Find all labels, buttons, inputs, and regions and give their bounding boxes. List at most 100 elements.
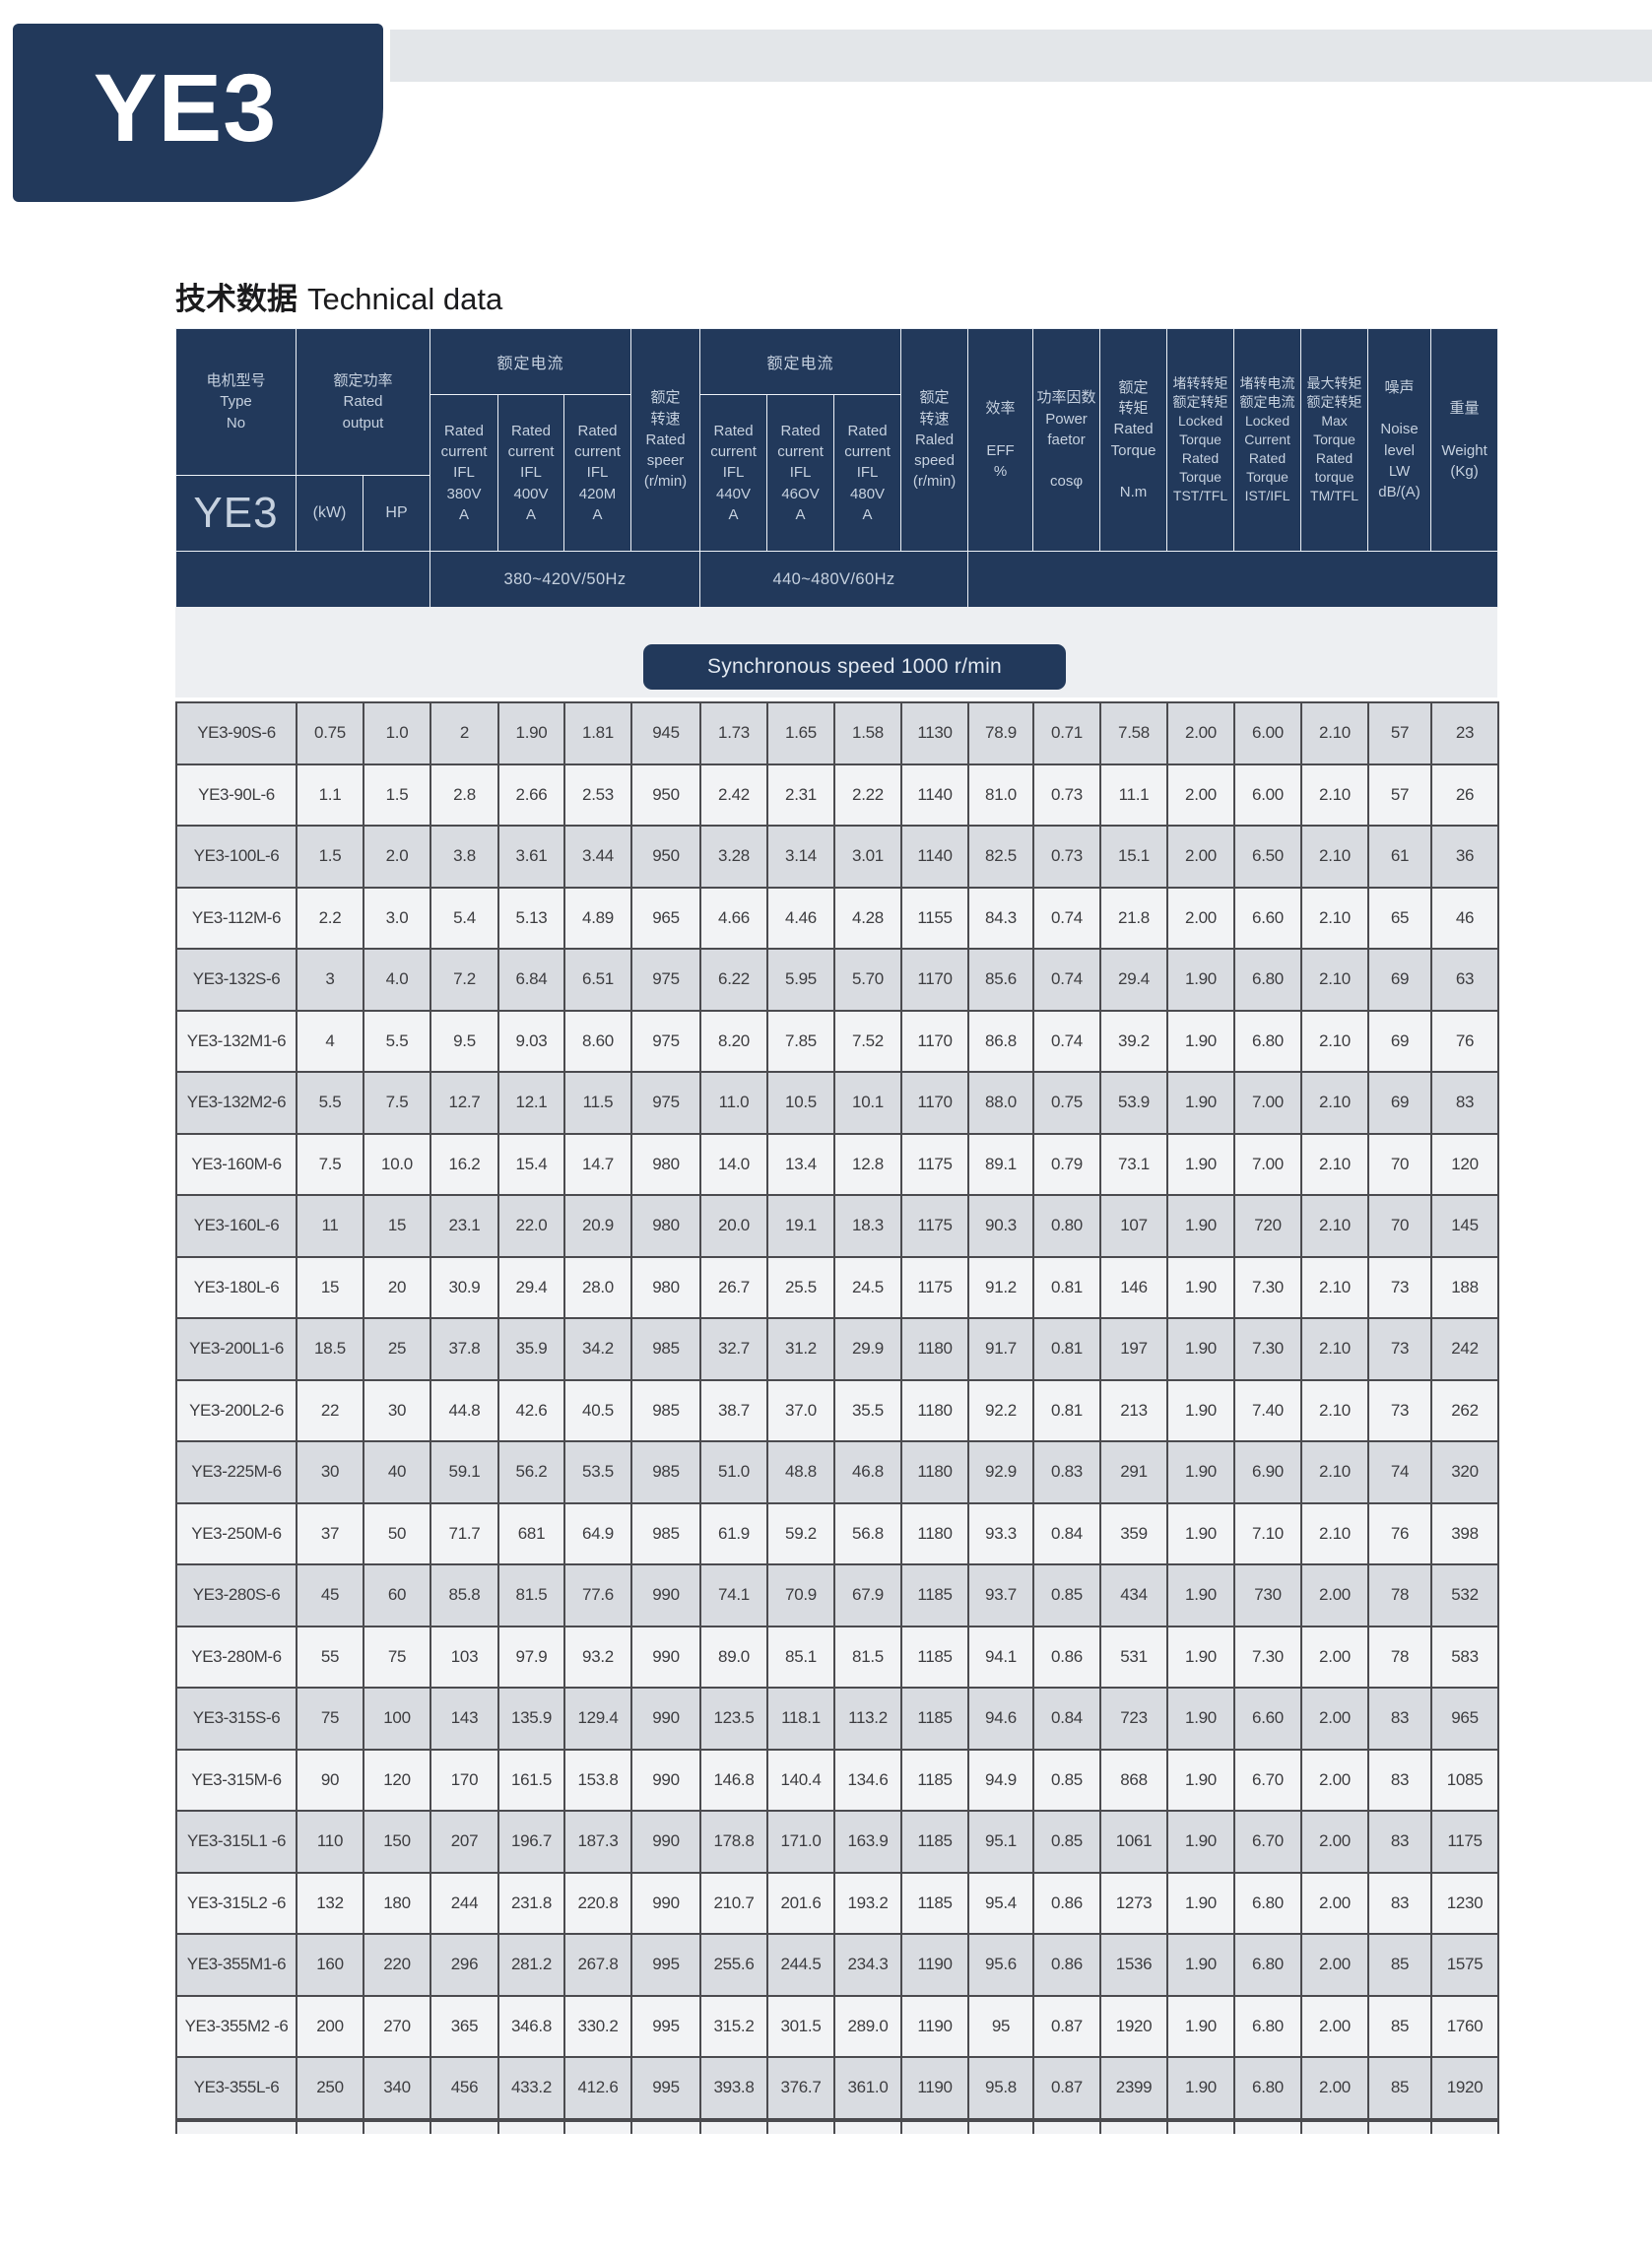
model-cell: YE3-112M-6 [175, 886, 297, 950]
value-cell: 4.46 [766, 886, 835, 950]
partial-cell [563, 2119, 632, 2134]
value-cell: 220 [363, 1933, 431, 1997]
value-cell: 30 [363, 1378, 431, 1442]
value-cell: 0.86 [1032, 1871, 1101, 1935]
value-cell: 0.83 [1032, 1440, 1101, 1504]
value-cell: 10.5 [766, 1071, 835, 1135]
table-row: YE3-160L-6 11 15 23.1 22.0 20.9 980 20.0 19.1 18.… [175, 1194, 1499, 1258]
value-cell: 6.80 [1233, 1871, 1302, 1935]
value-cell: 315.2 [699, 1994, 768, 2058]
value-cell: 990 [630, 1687, 701, 1751]
spec-table-header: 电机型号 Type No 额定功率 Rated output 额定电流 额定 转… [174, 328, 1499, 608]
value-cell: 44.8 [430, 1378, 499, 1442]
value-cell: 6.60 [1233, 1687, 1302, 1751]
value-cell: 0.86 [1032, 1625, 1101, 1689]
col-header-locked-torque-ratio: 堵转转矩 额定转矩 Locked Torque Rated Torque TST… [1166, 328, 1235, 552]
col-header-current-440v: Rated current IFL 440V A [699, 394, 768, 552]
value-cell: 1.90 [1166, 1748, 1235, 1812]
value-cell: 7.85 [766, 1009, 835, 1073]
table-row: YE3-112M-6 2.2 3.0 5.4 5.13 4.89 965 4.66 4.46 4.… [175, 886, 1499, 950]
value-cell: 1170 [900, 1071, 969, 1135]
value-cell: 980 [630, 1132, 701, 1196]
value-cell: 83 [1367, 1871, 1432, 1935]
value-cell: 90.3 [967, 1194, 1034, 1258]
spec-table-header-wrap: 电机型号 Type No 额定功率 Rated output 额定电流 额定 转… [174, 328, 1499, 608]
freq-row-empty-left [174, 551, 431, 608]
value-cell: 134.6 [833, 1748, 902, 1812]
value-cell: 75 [296, 1687, 364, 1751]
value-cell: 2399 [1099, 2056, 1168, 2120]
value-cell: 1.90 [1166, 1687, 1235, 1751]
table-row: YE3-225M-6 30 40 59.1 56.2 53.5 985 51.0 48.8 46.… [175, 1440, 1499, 1504]
value-cell: 81.0 [967, 763, 1034, 827]
value-cell: 1.90 [1166, 1440, 1235, 1504]
table-row: YE3-315L2 -6 132 180 244 231.8 220.8 990 210.7 2… [175, 1871, 1499, 1935]
value-cell: 19.1 [766, 1194, 835, 1258]
value-cell: 92.2 [967, 1378, 1034, 1442]
value-cell: 340 [363, 2056, 431, 2120]
value-cell: 201.6 [766, 1871, 835, 1935]
value-cell: 2.00 [1300, 1625, 1369, 1689]
table-row: YE3-200L2-6 22 30 44.8 42.6 40.5 985 38.7 37.0 35… [175, 1378, 1499, 1442]
value-cell: 83 [1367, 1810, 1432, 1874]
value-cell: 73 [1367, 1255, 1432, 1319]
table-row: YE3-355L-6 250 340 456 433.2 412.6 995 393.8 376… [175, 2056, 1499, 2120]
value-cell: 1.90 [1166, 1317, 1235, 1381]
value-cell: 160 [296, 1933, 364, 1997]
value-cell: 5.4 [430, 886, 499, 950]
value-cell: 234.3 [833, 1933, 902, 1997]
value-cell: 18.5 [296, 1317, 364, 1381]
value-cell: 76 [1367, 1501, 1432, 1565]
value-cell: 29.4 [497, 1255, 565, 1319]
value-cell: 6.00 [1233, 701, 1302, 765]
value-cell: 1170 [900, 1009, 969, 1073]
model-cell: YE3-280M-6 [175, 1625, 297, 1689]
value-cell: 320 [1430, 1440, 1499, 1504]
col-header-power-factor: 功率因数 Power faetor cosφ [1032, 328, 1101, 552]
value-cell: 255.6 [699, 1933, 768, 1997]
freq-row-empty-right [967, 551, 1499, 608]
value-cell: 1.90 [1166, 1625, 1235, 1689]
value-cell: 7.40 [1233, 1378, 1302, 1442]
value-cell: 73.1 [1099, 1132, 1168, 1196]
value-cell: 9.03 [497, 1009, 565, 1073]
value-cell: 20.9 [563, 1194, 632, 1258]
partial-cell [430, 2119, 499, 2134]
value-cell: 93.2 [563, 1625, 632, 1689]
value-cell: 95.1 [967, 1810, 1034, 1874]
table-row: YE3-315M-6 90 120 170 161.5 153.8 990 146.8 140.… [175, 1748, 1499, 1812]
value-cell: 4.89 [563, 886, 632, 950]
model-cell: YE3-132M2-6 [175, 1071, 297, 1135]
value-cell: 213 [1099, 1378, 1168, 1442]
value-cell: 5.70 [833, 948, 902, 1012]
value-cell: 4.0 [363, 948, 431, 1012]
value-cell: 398 [1430, 1501, 1499, 1565]
value-cell: 3.0 [363, 886, 431, 950]
value-cell: 20.0 [699, 1194, 768, 1258]
value-cell: 267.8 [563, 1933, 632, 1997]
unit-hp-cell: HP [362, 475, 431, 552]
value-cell: 1.90 [1166, 1132, 1235, 1196]
value-cell: 85 [1367, 2056, 1432, 2120]
value-cell: 94.1 [967, 1625, 1034, 1689]
value-cell: 990 [630, 1810, 701, 1874]
value-cell: 1175 [1430, 1810, 1499, 1874]
value-cell: 14.0 [699, 1132, 768, 1196]
value-cell: 531 [1099, 1625, 1168, 1689]
value-cell: 146 [1099, 1255, 1168, 1319]
value-cell: 2.00 [1300, 2056, 1369, 2120]
partial-cell [833, 2119, 902, 2134]
partial-row [175, 2119, 1499, 2134]
value-cell: 45 [296, 1563, 364, 1627]
value-cell: 365 [430, 1994, 499, 2058]
value-cell: 37.8 [430, 1317, 499, 1381]
value-cell: 3.01 [833, 825, 902, 889]
value-cell: 53.5 [563, 1440, 632, 1504]
model-cell: YE3-355L-6 [175, 2056, 297, 2120]
value-cell: 46.8 [833, 1440, 902, 1504]
value-cell: 6.80 [1233, 948, 1302, 1012]
value-cell: 2.66 [497, 763, 565, 827]
value-cell: 36 [1430, 825, 1499, 889]
value-cell: 85 [1367, 1933, 1432, 1997]
